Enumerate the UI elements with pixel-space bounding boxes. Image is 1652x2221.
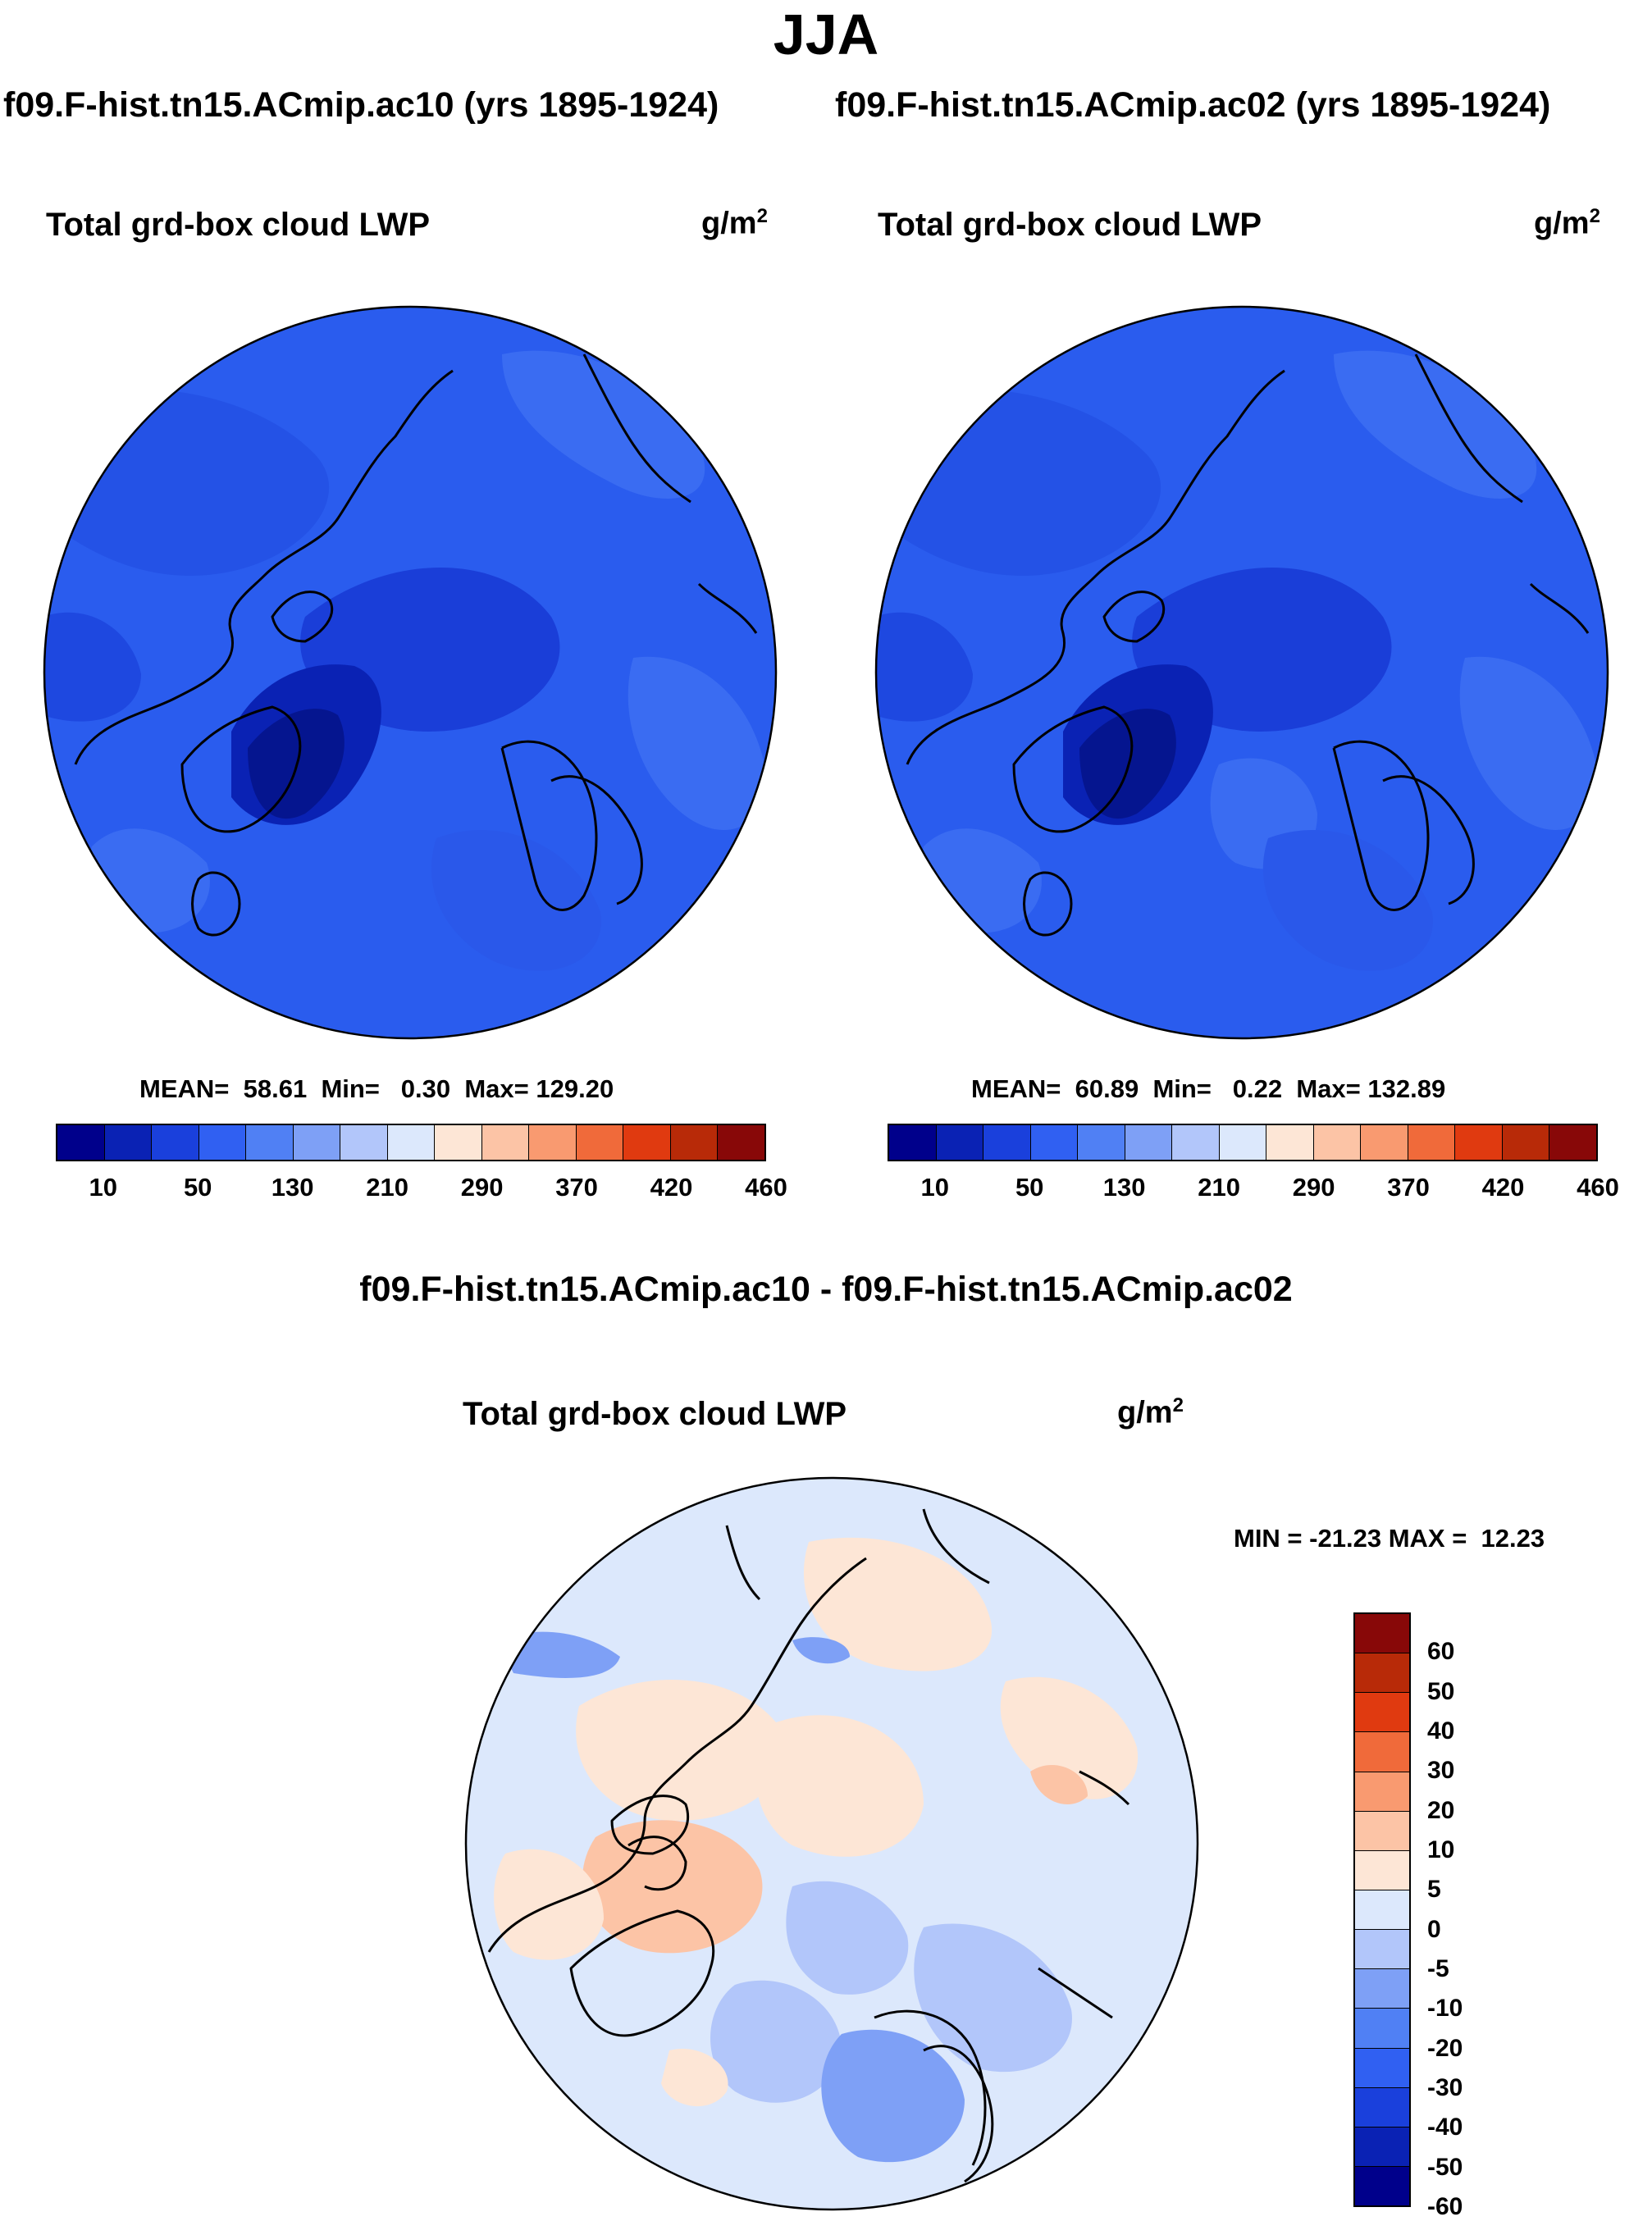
colorbar-tick-label: 130 bbox=[1102, 1173, 1146, 1202]
colorbar-swatch bbox=[1355, 1653, 1409, 1694]
colorbar-left bbox=[56, 1124, 766, 1161]
colorbar-tick-label: 210 bbox=[366, 1173, 408, 1202]
colorbar-swatch bbox=[1502, 1125, 1550, 1160]
colorbar-tick-label: 290 bbox=[1292, 1173, 1335, 1202]
colorbar-swatch bbox=[1549, 1125, 1596, 1160]
colorbar-swatch bbox=[340, 1125, 388, 1160]
colorbar-swatch bbox=[1361, 1125, 1408, 1160]
colorbar-swatch bbox=[152, 1125, 199, 1160]
colorbar-tick-label: 50 bbox=[1015, 1173, 1044, 1202]
colorbar-swatch bbox=[670, 1125, 719, 1160]
colorbar-swatch bbox=[1355, 2127, 1409, 2167]
colorbar-tick-label: 420 bbox=[650, 1173, 693, 1202]
colorbar-swatch bbox=[1355, 2048, 1409, 2088]
colorbar-tick-label: 10 bbox=[920, 1173, 949, 1202]
colorbar-swatch bbox=[1355, 1850, 1409, 1890]
colorbar-swatch bbox=[57, 1125, 105, 1160]
panel-left-stats: MEAN= 58.61 Min= 0.30 Max= 129.20 bbox=[139, 1074, 614, 1103]
colorbar-tick-label: -5 bbox=[1427, 1955, 1449, 1982]
colorbar-swatch bbox=[1355, 2087, 1409, 2128]
colorbar-swatch bbox=[1313, 1125, 1362, 1160]
colorbar-tick-label: 30 bbox=[1427, 1757, 1455, 1785]
map-right bbox=[874, 305, 1609, 1040]
colorbar-swatch bbox=[718, 1125, 764, 1160]
colorbar-swatch bbox=[576, 1125, 624, 1160]
colorbar-swatch bbox=[623, 1125, 671, 1160]
colorbar-tick-label: 5 bbox=[1427, 1876, 1441, 1904]
colorbar-swatch bbox=[1125, 1125, 1173, 1160]
colorbar-tick-label: 50 bbox=[1427, 1677, 1455, 1705]
colorbar-tick-label: 370 bbox=[555, 1173, 598, 1202]
colorbar-swatch bbox=[1219, 1125, 1267, 1160]
map-difference bbox=[464, 1476, 1199, 2211]
colorbar-tick-label: 10 bbox=[1427, 1836, 1455, 1863]
colorbar-swatch bbox=[104, 1125, 153, 1160]
colorbar-tick-label: 210 bbox=[1198, 1173, 1240, 1202]
colorbar-swatch bbox=[293, 1125, 341, 1160]
map-left bbox=[43, 305, 778, 1040]
colorbar-swatch bbox=[1355, 1732, 1409, 1772]
colorbar-tick-label: 0 bbox=[1427, 1915, 1441, 1943]
colorbar-swatch bbox=[1355, 1693, 1409, 1733]
colorbar-tick-label: 370 bbox=[1387, 1173, 1430, 1202]
colorbar-tick-label: 20 bbox=[1427, 1796, 1455, 1824]
colorbar-tick-label: -30 bbox=[1427, 2074, 1463, 2101]
colorbar-swatch bbox=[889, 1125, 937, 1160]
colorbar-tick-label: -10 bbox=[1427, 1995, 1463, 2023]
colorbar-swatch bbox=[1355, 2166, 1409, 2206]
case-title-left: f09.F-hist.tn15.ACmip.ac10 (yrs 1895-192… bbox=[3, 85, 719, 125]
colorbar-difference bbox=[1353, 1612, 1411, 2207]
diff-variable: Total grd-box cloud LWP bbox=[463, 1396, 847, 1432]
colorbar-tick-label: 460 bbox=[745, 1173, 787, 1202]
panel-left-variable: Total grd-box cloud LWP bbox=[46, 207, 431, 243]
colorbar-right bbox=[888, 1124, 1598, 1161]
colorbar-swatch bbox=[529, 1125, 577, 1160]
panel-left-units: g/m2 bbox=[701, 205, 768, 241]
colorbar-tick-label: -20 bbox=[1427, 2034, 1463, 2062]
figure-title: JJA bbox=[773, 2, 879, 66]
colorbar-swatch bbox=[1355, 2009, 1409, 2049]
panel-right-variable: Total grd-box cloud LWP bbox=[878, 207, 1262, 243]
diff-min-max: MIN = -21.23 MAX = 12.23 bbox=[1234, 1524, 1545, 1553]
colorbar-swatch bbox=[246, 1125, 294, 1160]
panel-right-units: g/m2 bbox=[1534, 205, 1600, 241]
colorbar-tick-label: 60 bbox=[1427, 1638, 1455, 1666]
colorbar-swatch bbox=[435, 1125, 482, 1160]
colorbar-tick-label: -40 bbox=[1427, 2114, 1463, 2141]
colorbar-swatch bbox=[387, 1125, 436, 1160]
colorbar-tick-label: 50 bbox=[183, 1173, 212, 1202]
colorbar-tick-label: 460 bbox=[1577, 1173, 1619, 1202]
colorbar-swatch bbox=[936, 1125, 984, 1160]
colorbar-swatch bbox=[1355, 1930, 1409, 1970]
colorbar-swatch bbox=[1355, 1811, 1409, 1851]
colorbar-swatch bbox=[983, 1125, 1031, 1160]
colorbar-swatch bbox=[481, 1125, 530, 1160]
colorbar-swatch bbox=[1355, 1969, 1409, 2009]
colorbar-tick-label: 130 bbox=[271, 1173, 314, 1202]
colorbar-swatch bbox=[1030, 1125, 1079, 1160]
colorbar-swatch bbox=[1355, 1890, 1409, 1931]
colorbar-swatch bbox=[1408, 1125, 1456, 1160]
case-title-right: f09.F-hist.tn15.ACmip.ac02 (yrs 1895-192… bbox=[835, 85, 1551, 125]
colorbar-swatch bbox=[1455, 1125, 1503, 1160]
colorbar-tick-label: 420 bbox=[1481, 1173, 1525, 1202]
colorbar-swatch bbox=[1078, 1125, 1125, 1160]
colorbar-tick-label: 40 bbox=[1427, 1717, 1455, 1744]
colorbar-swatch bbox=[199, 1125, 247, 1160]
colorbar-swatch bbox=[1355, 1614, 1409, 1654]
colorbar-tick-label: 290 bbox=[460, 1173, 504, 1202]
panel-right-stats: MEAN= 60.89 Min= 0.22 Max= 132.89 bbox=[971, 1074, 1446, 1103]
colorbar-tick-label: -50 bbox=[1427, 2153, 1463, 2181]
diff-units: g/m2 bbox=[1117, 1394, 1184, 1430]
diff-title: f09.F-hist.tn15.ACmip.ac10 - f09.F-hist.… bbox=[359, 1270, 1293, 1309]
colorbar-swatch bbox=[1355, 1772, 1409, 1812]
colorbar-swatch bbox=[1266, 1125, 1314, 1160]
colorbar-swatch bbox=[1172, 1125, 1220, 1160]
colorbar-tick-label: 10 bbox=[89, 1173, 117, 1202]
colorbar-tick-label: -60 bbox=[1427, 2193, 1463, 2220]
